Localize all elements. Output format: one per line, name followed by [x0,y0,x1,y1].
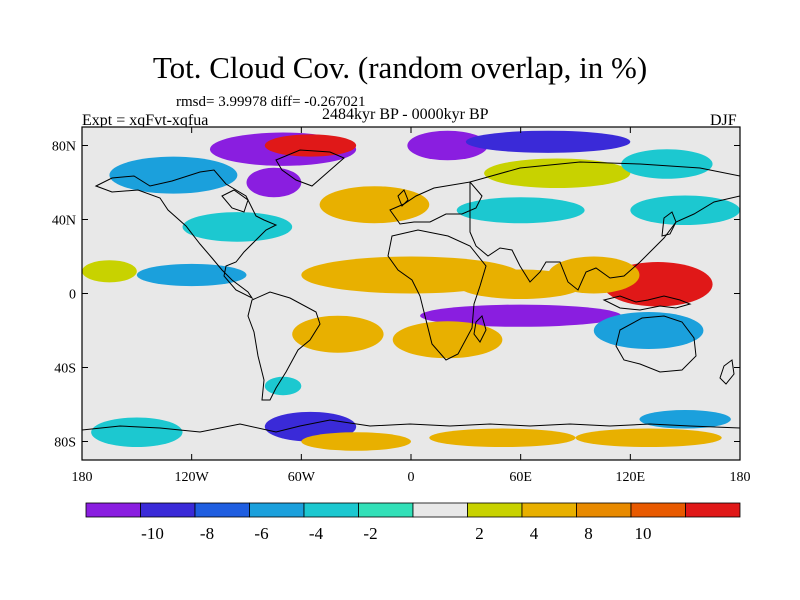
colorbar-label: 2 [475,524,484,543]
antarctica-coast [82,419,740,433]
africa-coast [387,229,487,361]
lon-tick-label: 60E [509,470,532,485]
colorbar-label: 10 [635,524,652,543]
madagascar-coast [473,315,487,343]
south-america-coast [247,291,321,401]
lat-tick-label: 40S [54,362,76,377]
japan-coast [661,211,677,237]
anomaly-region-17 [136,263,247,287]
uk-coast [397,189,409,207]
anomaly-region-26 [575,428,722,448]
colorbar-swatch [630,502,686,518]
colorbar-swatch [358,502,414,518]
lon-tick-label: 120W [175,470,210,485]
colorbar-swatch [194,502,250,518]
anomaly-region-19 [292,315,384,353]
australia-coast [615,315,697,373]
colorbar-label: 8 [584,524,593,543]
colorbar-swatch [249,502,305,518]
rmsd-diff-stats: rmsd= 3.99978 diff= -0.267021 [176,94,366,110]
anomaly-region-8 [319,186,430,224]
europe-coast [389,181,483,225]
hudson-bay-coast [221,189,249,213]
lon-tick-label: 60W [288,470,316,485]
axis-ticks: 80N 40N 0 40S 80S 180 120W 60W 0 60E 120E 180 [52,127,751,485]
anomaly-region-9 [182,212,293,242]
anomaly-region-16 [420,304,622,327]
lon-tick-label: 0 [408,470,415,485]
anomaly-region-15 [456,269,585,300]
coastlines [82,149,740,433]
colorbar-swatch [140,502,196,518]
anomaly-region-1 [264,134,357,157]
colorbar: -10 -8 -6 -4 -2 2 4 8 10 [85,502,741,543]
north-america-coast [94,169,278,300]
colorbar-swatch [467,502,523,518]
lat-tick-label: 0 [69,288,76,303]
anomaly-region-2 [407,130,488,161]
anomaly-region-27 [639,410,731,429]
anomaly-region-4 [246,167,302,198]
lat-tick-label: 80S [54,436,76,451]
new-zealand-coast [719,359,735,385]
asia-coast [469,161,740,291]
indonesia-coast [602,295,692,311]
anomaly-region-24 [301,432,411,451]
anomaly-region-5 [109,156,238,194]
colorbar-label: -4 [309,524,324,543]
season-label: DJF [710,112,737,129]
colorbar-label: 4 [530,524,539,543]
colorbar-swatch [303,502,359,518]
lat-tick-label: 40N [52,214,76,229]
anomaly-region-18 [82,260,137,283]
experiment-label: Expt = xqFvt-xqfua [82,112,209,129]
anomaly-region-20 [392,321,503,359]
anomaly-region-22 [264,376,302,396]
period-label: 2484kyr BP - 0000kyr BP [322,106,489,123]
colorbar-label: -8 [200,524,214,543]
anomaly-region-25 [429,428,576,448]
anomaly-region-3 [465,130,631,153]
colorbar-swatch [685,502,741,518]
colorbar-swatch [576,502,632,518]
plot-title: Tot. Cloud Cov. (random overlap, in %) [152,50,648,85]
anomaly-region-28 [91,417,183,448]
colorbar-swatch [521,502,577,518]
colorbar-label: -6 [254,524,268,543]
lon-tick-label: 180 [730,470,751,485]
colorbar-label: -10 [141,524,164,543]
colorbar-swatch [412,502,468,518]
anomaly-region-21 [593,312,704,349]
greenland-coast [275,149,345,187]
anomaly-region-6 [484,158,631,189]
lon-tick-label: 120E [616,470,646,485]
anomaly-region-7 [621,149,713,179]
colorbar-swatch [85,502,141,518]
lat-tick-label: 80N [52,140,76,155]
anomaly-region-10 [456,197,585,224]
lon-tick-label: 180 [72,470,93,485]
colorbar-label: -2 [363,524,377,543]
